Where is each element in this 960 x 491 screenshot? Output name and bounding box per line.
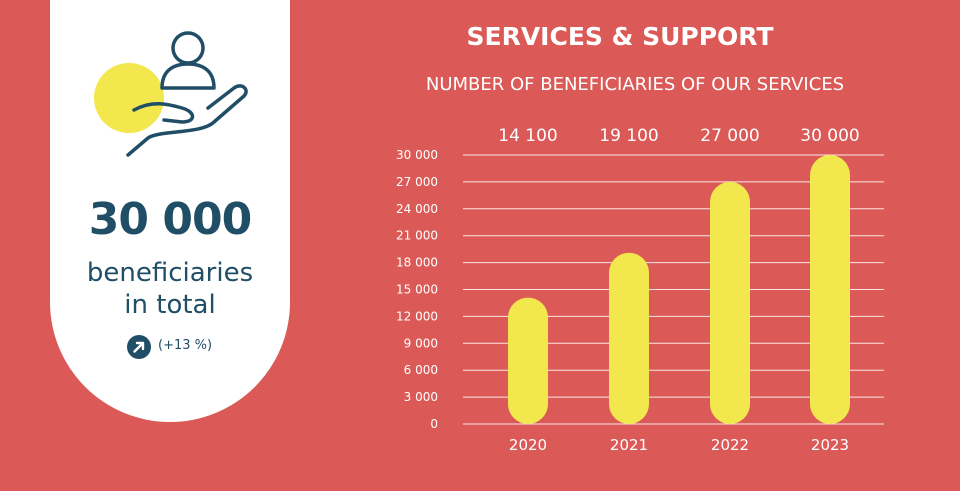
data-label: 19 100 — [599, 126, 658, 146]
bar — [609, 252, 649, 424]
bar — [710, 181, 750, 424]
bar — [810, 155, 850, 424]
y-tick-label: 6 000 — [404, 363, 438, 377]
section-title: SERVICES & SUPPORT — [466, 22, 774, 51]
total-beneficiaries-value: 30 000 — [88, 194, 252, 245]
total-beneficiaries-sublabel: in total — [124, 290, 216, 320]
x-tick-label: 2022 — [711, 436, 749, 454]
arrow-up-right-icon — [127, 335, 151, 359]
y-tick-label: 3 000 — [404, 390, 438, 404]
y-tick-label: 30 000 — [396, 148, 438, 162]
y-tick-label: 21 000 — [396, 229, 438, 243]
y-tick-label: 9 000 — [404, 336, 438, 350]
data-label: 27 000 — [700, 126, 759, 146]
chart-title: NUMBER OF BENEFICIARIES OF OUR SERVICES — [425, 74, 845, 95]
x-tick-label: 2020 — [509, 436, 547, 454]
y-tick-label: 27 000 — [396, 175, 438, 189]
y-tick-label: 15 000 — [396, 283, 438, 297]
y-tick-label: 12 000 — [396, 309, 438, 323]
hand-person-icon — [94, 31, 248, 157]
data-label: 14 100 — [498, 126, 557, 146]
growth-percentage: (+13 %) — [158, 338, 213, 353]
total-beneficiaries-label: beneficiaries — [86, 258, 254, 288]
data-label: 30 000 — [800, 126, 859, 146]
y-tick-label: 0 — [430, 417, 438, 431]
y-tick-label: 24 000 — [396, 202, 438, 216]
x-tick-label: 2021 — [610, 436, 648, 454]
x-tick-label: 2023 — [811, 436, 849, 454]
y-tick-label: 18 000 — [396, 256, 438, 270]
bar — [508, 297, 548, 424]
